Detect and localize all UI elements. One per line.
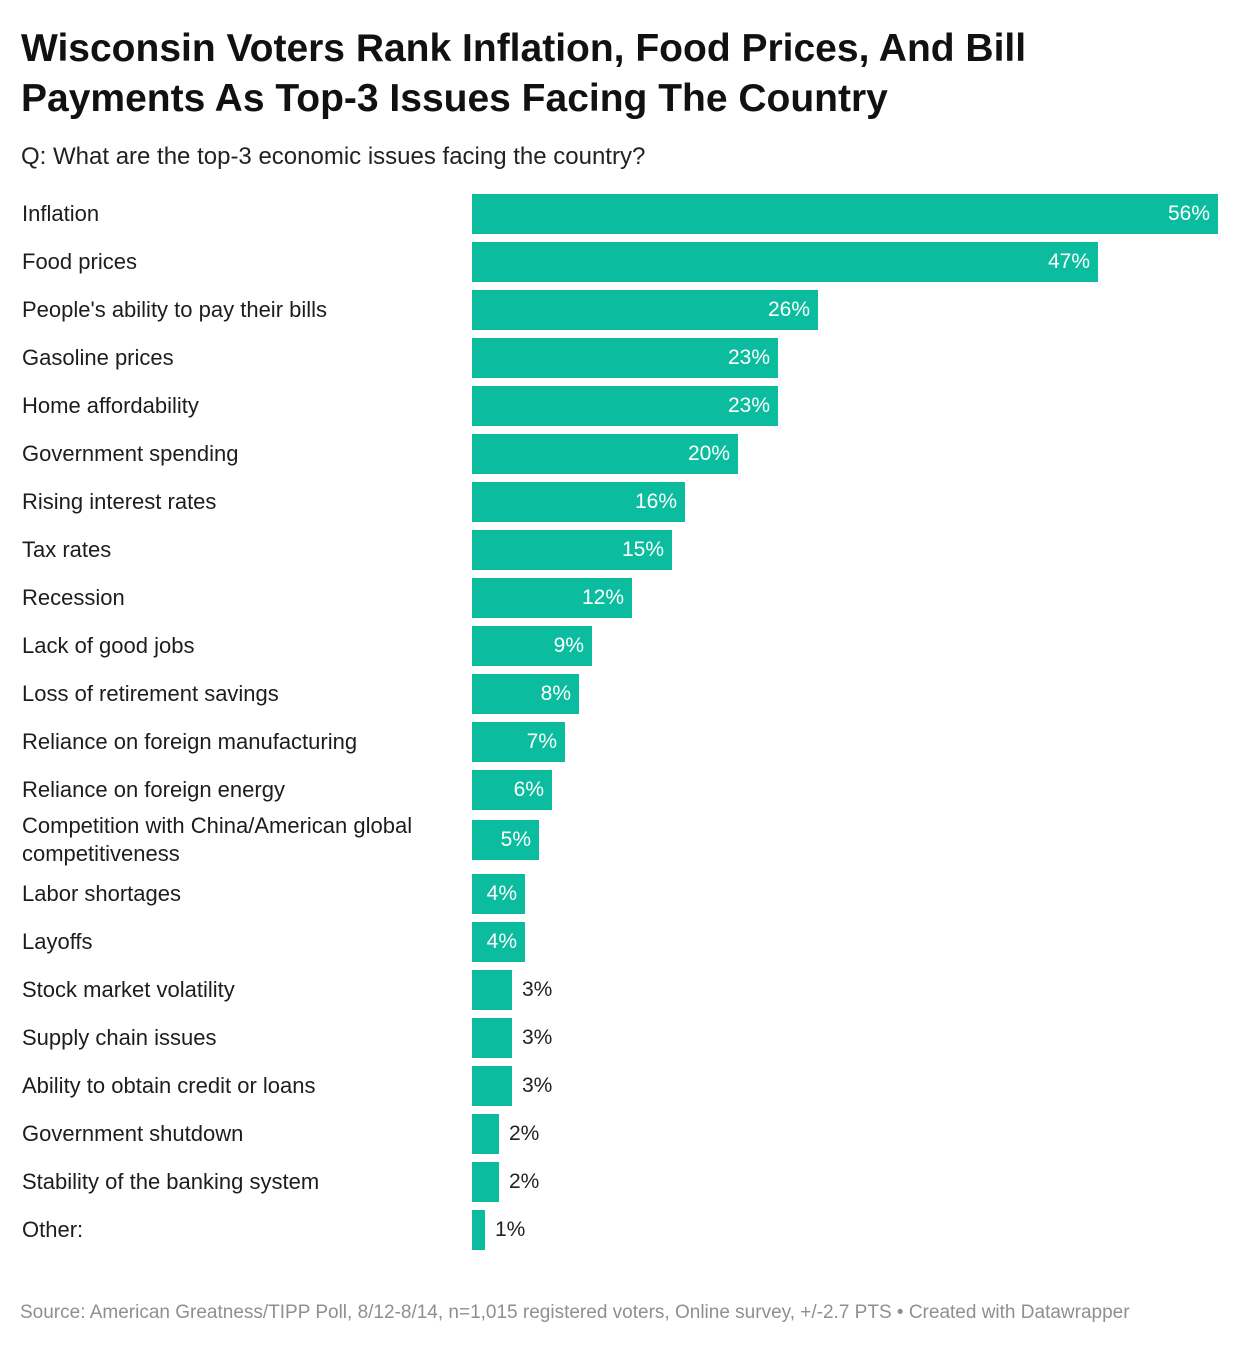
bar-value-label: 6% [513, 778, 544, 801]
category-label: Loss of retirement savings [22, 681, 279, 706]
category-label: Gasoline prices [22, 345, 174, 370]
bar-value-label: 3% [522, 978, 553, 1001]
category-label: Government spending [22, 441, 239, 466]
bar-value-label: 12% [581, 586, 624, 609]
source-footer: Source: American Greatness/TIPP Poll, 8/… [20, 1302, 1130, 1323]
bar-value-label: 2% [509, 1170, 540, 1193]
category-label: Rising interest rates [22, 489, 217, 514]
bar [472, 530, 672, 570]
bar-value-label: 1% [495, 1218, 526, 1241]
bar [472, 970, 512, 1010]
bar-value-label: 7% [526, 730, 557, 753]
chart-title: Wisconsin Voters Rank Inflation, Food Pr… [21, 27, 1027, 120]
bar [472, 194, 1218, 234]
category-label: Supply chain issues [22, 1025, 217, 1050]
category-label: Lack of good jobs [22, 633, 195, 658]
bar-value-label: 23% [727, 346, 770, 369]
bar [472, 482, 685, 522]
category-label: Reliance on foreign energy [22, 777, 285, 802]
bar-value-label: 47% [1047, 250, 1090, 273]
bar-value-label: 2% [509, 1122, 540, 1145]
category-label: People's ability to pay their bills [22, 297, 328, 322]
bar-value-label: 4% [486, 882, 517, 905]
bar-value-label: 5% [500, 828, 531, 851]
bar [472, 338, 778, 378]
bar [472, 1018, 512, 1058]
bar-value-label: 3% [522, 1074, 553, 1097]
bar [472, 874, 525, 914]
bar [472, 578, 632, 618]
category-label: Other: [22, 1217, 84, 1242]
category-label: Government shutdown [22, 1121, 244, 1146]
bar [472, 674, 579, 714]
bar-value-label: 4% [486, 930, 517, 953]
bar [472, 386, 778, 426]
category-label: Recession [22, 585, 125, 610]
bar-value-label: 3% [522, 1026, 553, 1049]
category-label: Competition with China/American global c… [22, 813, 413, 866]
bar [472, 770, 552, 810]
bar-value-label: 9% [553, 634, 584, 657]
chart-subtitle: Q: What are the top-3 economic issues fa… [21, 143, 646, 170]
category-label: Inflation [22, 201, 100, 226]
bar [472, 290, 818, 330]
bar-value-label: 56% [1167, 202, 1210, 225]
bar [472, 1066, 512, 1106]
bar-value-label: 26% [767, 298, 810, 321]
category-label: Stock market volatility [22, 977, 235, 1002]
bar-value-label: 8% [540, 682, 571, 705]
bar [472, 242, 1098, 282]
category-label: Food prices [22, 249, 137, 274]
bar-value-label: 16% [634, 490, 677, 513]
bar [472, 1162, 499, 1202]
bar-value-label: 15% [621, 538, 664, 561]
bar [472, 922, 525, 962]
bar-value-label: 23% [727, 394, 770, 417]
category-label: Home affordability [22, 393, 199, 418]
category-label: Reliance on foreign manufacturing [22, 729, 358, 754]
bar [472, 820, 539, 860]
category-label: Ability to obtain credit or loans [22, 1073, 316, 1098]
bar [472, 434, 738, 474]
category-label: Layoffs [22, 929, 93, 954]
bar [472, 722, 565, 762]
bar [472, 626, 592, 666]
bar-value-label: 20% [687, 442, 730, 465]
category-label: Tax rates [22, 537, 112, 562]
category-label: Stability of the banking system [22, 1169, 320, 1194]
category-label: Labor shortages [22, 881, 181, 906]
bar [472, 1210, 485, 1250]
bar [472, 1114, 499, 1154]
